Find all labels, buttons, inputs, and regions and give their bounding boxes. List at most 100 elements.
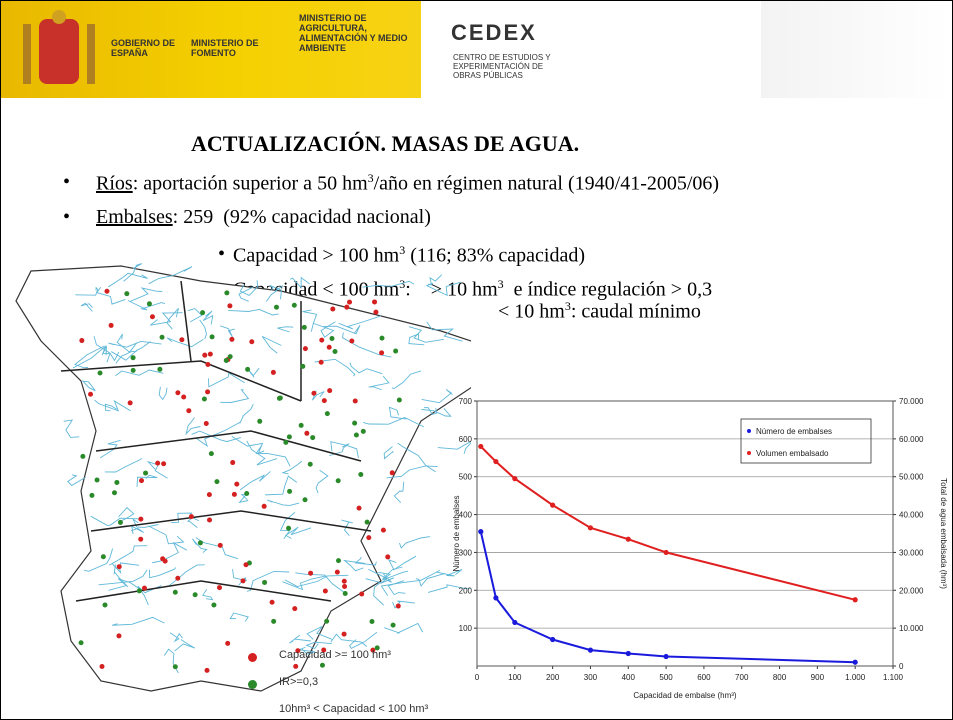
reservoir-dot [141,585,147,591]
reservoir-dot [352,398,358,404]
reservoir-dot [366,535,372,541]
river [113,564,129,588]
river [255,445,291,467]
series-line [480,445,856,601]
reservoir-dot [188,514,194,520]
bullet-text: Ríos: aportación superior a 50 hm3/año e… [96,171,719,196]
reservoir-dot [298,422,304,428]
river [338,315,382,330]
y2-tick-label: 10.000 [899,624,924,633]
bullet-text: Capacidad < 100 hm3: > 10 hm3 e índice r… [233,277,712,302]
y2-tick-label: 20.000 [899,586,924,595]
reservoir-dot [324,618,330,624]
reservoir-dot [310,435,316,441]
river [341,519,353,536]
river [408,333,425,346]
reservoir-dot [197,540,203,546]
river [290,276,310,289]
bullet-text: < 10 hm3: caudal mínimo [498,299,701,324]
reservoir-dot [245,366,251,372]
text-segment: : 259 (92% capacidad nacional) [172,206,431,228]
river [397,442,436,473]
river [386,465,438,479]
river [208,372,245,388]
data-point [493,458,499,465]
x-tick-label: 0 [475,673,480,682]
river [187,308,203,323]
legend-label: Capacidad >= 100 hm³ [279,649,391,661]
logo-agricultura: MINISTERIO DE AGRICULTURA, ALIMENTACIÓN … [299,13,408,53]
river [136,474,158,487]
river [437,440,471,454]
reservoir-dot [358,471,364,477]
river [421,389,453,404]
reservoir-dot [302,346,308,352]
reservoir-dot [286,434,292,440]
text-segment: Ríos [96,172,133,195]
river [261,335,282,354]
reservoir-dot [380,527,386,533]
reservoir-dots [78,288,402,673]
reservoir-dot [175,390,181,396]
pillar [23,24,31,84]
series-line [479,531,856,664]
reservoir-dot [261,503,267,509]
basin-borders [60,280,372,602]
reservoir-dot [300,363,306,369]
river [109,545,148,566]
river [415,572,445,587]
river [220,389,250,403]
reservoir-dot [116,633,122,639]
river [365,578,385,606]
reservoir-dot [283,439,289,445]
river [115,350,137,364]
reservoir-dot [206,492,212,498]
reservoir-dot [390,622,396,628]
reservoir-dot [257,418,263,424]
reservoir-dot [205,361,211,367]
reservoir-dot [138,516,144,522]
y-tick-label: 600 [459,435,473,444]
x-tick-label: 400 [622,673,636,682]
reservoir-dot [304,430,310,436]
river [74,345,105,369]
text-segment: e índice regulación > 0,3 [503,278,713,301]
reservoir-dot [202,352,208,358]
legend-label: Número de embalses [756,427,832,436]
reservoir-dot [179,337,185,343]
reservoir-dot [292,606,298,612]
reservoir-dot [108,322,114,328]
data-point [625,536,631,542]
reservoir-dot [204,667,210,673]
reservoir-dot [291,302,297,308]
reservoir-dot [262,579,268,585]
data-point [478,443,484,450]
reservoir-dot [342,584,348,590]
reservoir-dot [335,478,341,484]
reservoir-dot [344,304,350,310]
reservoir-dot [229,336,235,342]
river [314,358,356,377]
reservoir-dot [94,477,100,483]
bullet-text: Embalses: 259 (92% capacidad nacional) [96,206,431,229]
data-point [512,619,518,626]
river [104,403,118,412]
reservoir-dot [172,664,178,670]
river [104,457,143,473]
reservoir-dot [143,470,149,476]
data-point [587,647,594,653]
river [149,567,177,579]
data-point [663,653,669,660]
river [118,506,135,522]
reservoir-dot [181,394,187,400]
bullet: • [218,243,226,265]
reservoir-dot [223,357,229,363]
reservoir-dot [334,569,340,575]
river [269,284,282,300]
river [329,443,350,457]
reservoir-dot [227,354,233,360]
text-segment: 3 [399,277,406,291]
x-tick-label: 1.100 [883,673,904,682]
text-segment: Embalses [96,206,173,228]
reservoir-dot [207,517,213,523]
